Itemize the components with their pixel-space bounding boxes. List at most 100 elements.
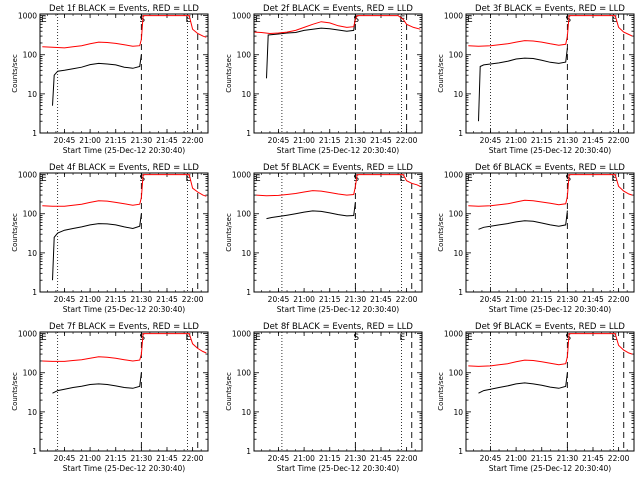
plot-frame <box>465 331 635 452</box>
x-tick-label: 21:00 <box>505 136 527 145</box>
x-tick-label: 21:45 <box>370 136 392 145</box>
detector-panel-3: Det 3f BLACK = Events, RED = LLD 1 10 100 10… <box>437 4 635 155</box>
y-tick-label: 1 <box>458 129 463 138</box>
y-tick-label: 1 <box>458 288 463 297</box>
panel-title: Det 2f BLACK = Events, RED = LLD <box>263 4 413 14</box>
x-tick-label: 22:00 <box>396 454 418 463</box>
event-marker-label: E <box>399 333 405 343</box>
y-tick-label: 1 <box>246 447 251 456</box>
event-marker-label: S <box>353 333 359 343</box>
x-tick-label: 21:00 <box>293 136 315 145</box>
event-marker-label: E <box>185 15 191 25</box>
y-tick-label: 10 <box>27 408 37 417</box>
event-marker-label: E <box>467 174 473 184</box>
y-tick-label: 10 <box>241 249 251 258</box>
y-tick-label: 1000 <box>18 12 37 21</box>
y-tick-label: 10 <box>453 90 463 99</box>
x-tick-label: 21:15 <box>105 136 127 145</box>
panel-title: Det 3f BLACK = Events, RED = LLD <box>475 4 625 14</box>
event-marker-label: E <box>399 15 405 25</box>
y-tick-label: 100 <box>237 51 252 60</box>
x-tick-label: 22:00 <box>182 295 204 304</box>
events-series-line <box>52 213 142 281</box>
detector-panel-9: Det 9f BLACK = Events, RED = LLD 1 10 100 10… <box>437 322 635 473</box>
plot-frame <box>39 172 209 293</box>
x-tick-label: 21:45 <box>582 454 604 463</box>
y-tick-label: 100 <box>23 369 38 378</box>
y-tick-label: 1 <box>32 447 37 456</box>
event-marker-label: E <box>41 15 47 25</box>
x-tick-label: 20:45 <box>480 454 502 463</box>
y-tick-label: 1000 <box>232 171 251 180</box>
event-marker-label: E <box>41 174 47 184</box>
y-axis-label: Counts/sec <box>11 372 19 411</box>
plot-frame <box>253 13 423 134</box>
x-tick-label: 20:45 <box>54 295 76 304</box>
x-tick-label: 21:45 <box>156 454 178 463</box>
detector-panel-6: Det 6f BLACK = Events, RED = LLD 1 10 100 10… <box>437 163 635 314</box>
y-tick-label: 10 <box>27 249 37 258</box>
x-tick-label: 21:15 <box>531 454 553 463</box>
plot-frame <box>253 172 423 293</box>
events-series-line <box>478 210 568 230</box>
event-marker-label: E <box>185 174 191 184</box>
x-tick-label: 21:15 <box>319 136 341 145</box>
x-tick-label: 20:45 <box>268 295 290 304</box>
plot-frame <box>253 331 423 452</box>
y-tick-label: 100 <box>237 210 252 219</box>
event-marker-label: S <box>353 15 359 25</box>
y-tick-label: 1000 <box>232 330 251 339</box>
y-tick-label: 1000 <box>444 330 463 339</box>
x-tick-label: 20:45 <box>54 454 76 463</box>
lld-series-line <box>42 333 207 362</box>
events-series-line <box>266 15 358 79</box>
y-tick-label: 1000 <box>444 12 463 21</box>
x-axis-label: Start Time (25-Dec-12 20:30:40) <box>63 305 185 314</box>
x-tick-label: 21:00 <box>79 136 101 145</box>
y-axis-label: Counts/sec <box>437 372 445 411</box>
x-tick-label: 21:30 <box>345 454 367 463</box>
lld-series-line <box>468 15 633 47</box>
panel-title: Det 8f BLACK = Events, RED = LLD <box>263 322 413 332</box>
detector-panel-5: Det 5f BLACK = Events, RED = LLD 1 10 100 10… <box>225 163 423 314</box>
events-series-line <box>266 201 356 220</box>
y-tick-label: 10 <box>453 249 463 258</box>
x-tick-label: 21:45 <box>156 136 178 145</box>
x-tick-label: 21:15 <box>319 295 341 304</box>
event-marker-label: E <box>611 333 617 343</box>
lld-series-line <box>42 174 207 207</box>
y-tick-label: 100 <box>449 51 464 60</box>
x-tick-label: 21:30 <box>131 454 153 463</box>
detector-panel-1: Det 1f BLACK = Events, RED = LLD 1 10 100 10… <box>11 4 209 155</box>
plot-frame <box>465 13 635 134</box>
y-axis-label: Counts/sec <box>437 54 445 93</box>
y-tick-label: 1 <box>458 447 463 456</box>
x-axis-label: Start Time (25-Dec-12 20:30:40) <box>277 464 399 473</box>
x-tick-label: 21:15 <box>531 136 553 145</box>
x-tick-label: 21:30 <box>557 136 579 145</box>
y-tick-label: 1000 <box>18 330 37 339</box>
event-marker-label: E <box>255 333 261 343</box>
panel-title: Det 5f BLACK = Events, RED = LLD <box>263 163 413 173</box>
lld-series-line <box>42 15 207 49</box>
x-tick-label: 21:30 <box>131 136 153 145</box>
x-axis-label: Start Time (25-Dec-12 20:30:40) <box>489 305 611 314</box>
y-tick-label: 1 <box>32 288 37 297</box>
x-tick-label: 22:00 <box>608 295 630 304</box>
panel-title: Det 4f BLACK = Events, RED = LLD <box>49 163 199 173</box>
x-tick-label: 21:30 <box>557 454 579 463</box>
x-tick-label: 21:15 <box>105 454 127 463</box>
x-tick-label: 21:45 <box>156 295 178 304</box>
x-tick-label: 21:00 <box>79 295 101 304</box>
plot-frame <box>39 13 209 134</box>
detector-panel-8: Det 8f BLACK = Events, RED = LLD 1 10 100 10… <box>225 322 423 473</box>
x-tick-label: 21:45 <box>582 295 604 304</box>
event-marker-label: E <box>611 174 617 184</box>
y-axis-label: Counts/sec <box>11 54 19 93</box>
x-tick-label: 21:00 <box>79 454 101 463</box>
events-series-line <box>478 47 568 122</box>
x-tick-label: 21:00 <box>505 295 527 304</box>
x-tick-label: 21:15 <box>531 295 553 304</box>
event-marker-label: E <box>467 15 473 25</box>
event-marker-label: E <box>611 15 617 25</box>
